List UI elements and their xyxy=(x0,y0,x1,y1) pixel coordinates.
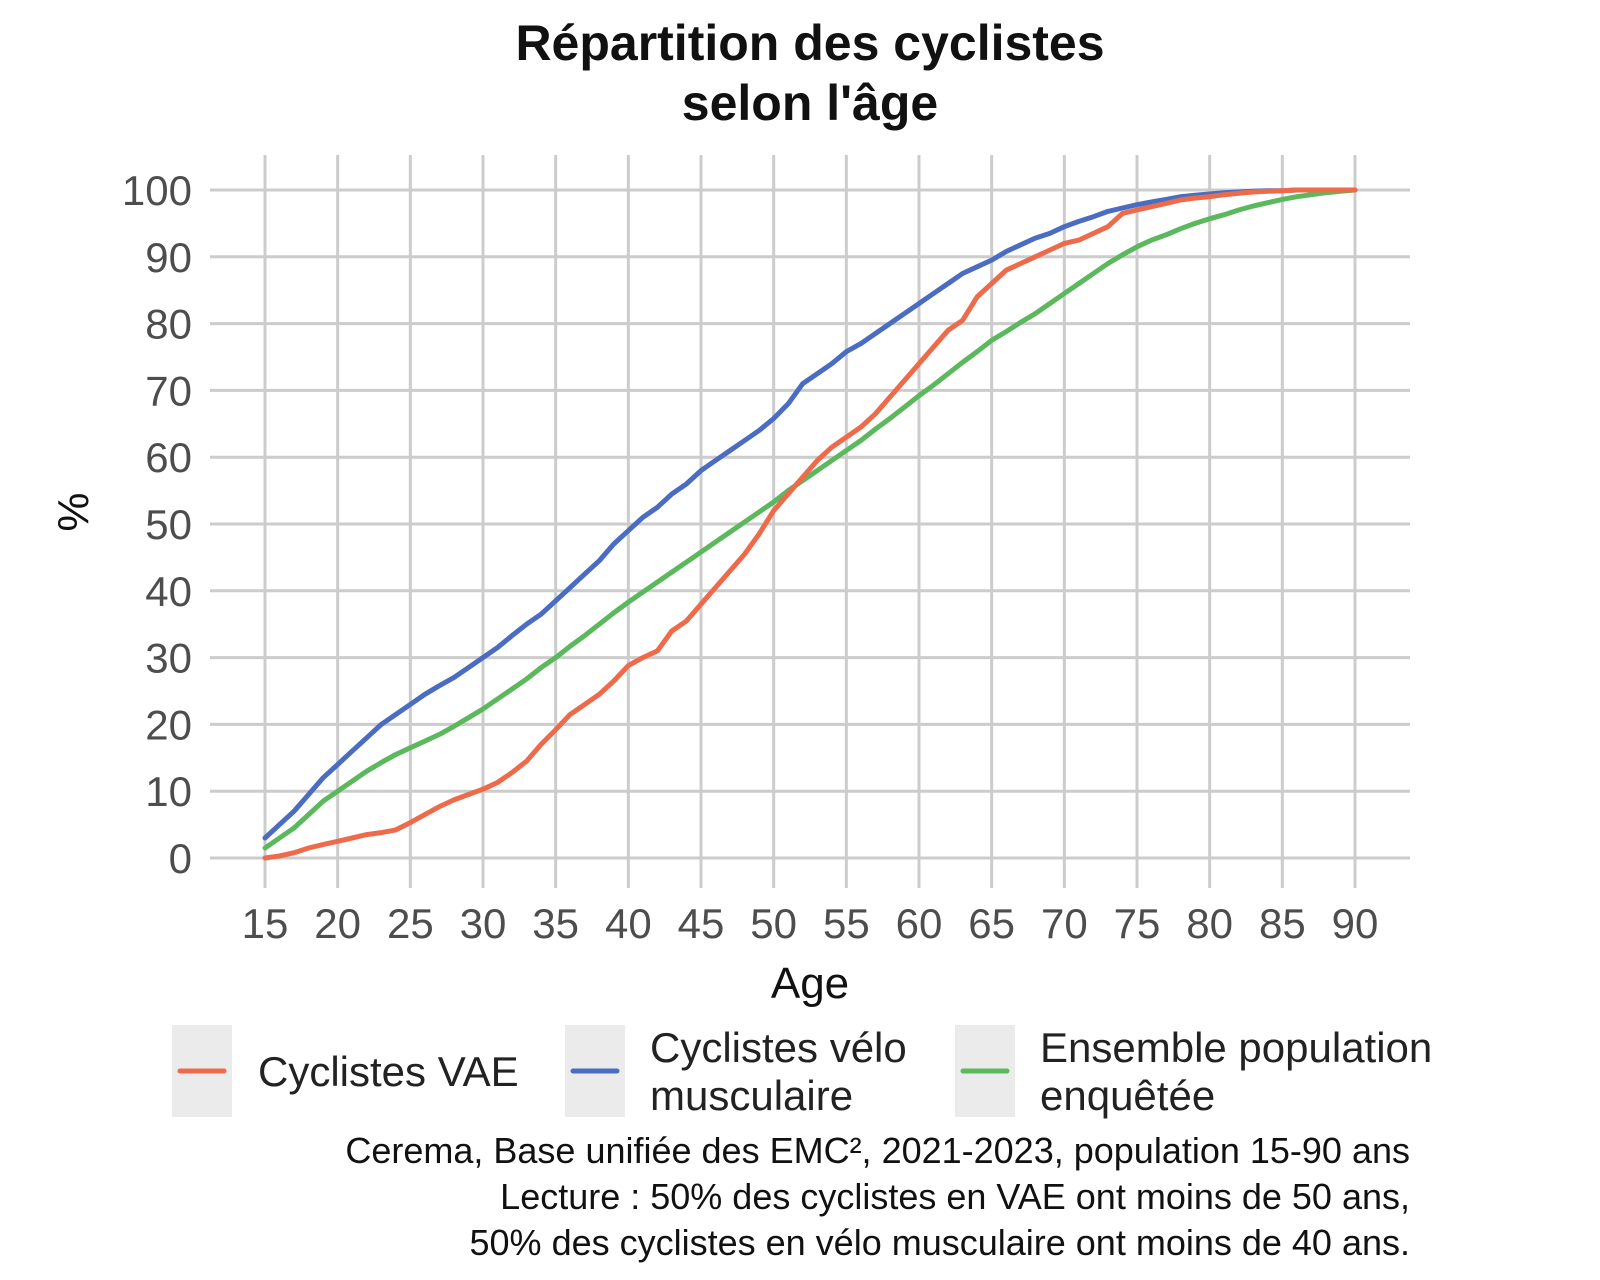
y-tick-label: 10 xyxy=(145,768,192,815)
y-tick-label: 50 xyxy=(145,501,192,548)
y-tick-label: 40 xyxy=(145,568,192,615)
series-line-2 xyxy=(262,187,1358,841)
x-tick-label: 20 xyxy=(314,900,361,947)
caption-line-1: Cerema, Base unifiée des EMC², 2021-2023… xyxy=(345,1130,1410,1171)
x-tick-label: 70 xyxy=(1041,900,1088,947)
y-tick-label: 100 xyxy=(122,167,192,214)
x-tick-label: 55 xyxy=(823,900,870,947)
y-tick-label: 60 xyxy=(145,434,192,481)
x-tick-label: 75 xyxy=(1114,900,1161,947)
legend-label-2: Cyclistes vélo xyxy=(650,1024,907,1071)
x-tick-label: 85 xyxy=(1259,900,1306,947)
x-tick-label: 65 xyxy=(968,900,1015,947)
series-line-1 xyxy=(262,187,1358,861)
x-tick-label: 25 xyxy=(387,900,434,947)
x-tick-label: 15 xyxy=(242,900,289,947)
y-axis-ticks: 0 10 20 30 40 50 60 70 80 90 100 xyxy=(122,167,192,882)
legend-label-1: Cyclistes VAE xyxy=(258,1048,519,1095)
x-tick-label: 90 xyxy=(1332,900,1379,947)
x-axis-ticks: 15 20 25 30 35 40 45 50 55 60 65 70 75 80 85 90 xyxy=(242,900,1379,947)
caption-line-2: Lecture : 50% des cyclistes en VAE ont m… xyxy=(500,1176,1410,1217)
y-axis-title: % xyxy=(49,492,98,531)
y-tick-label: 0 xyxy=(169,835,192,882)
y-tick-label: 70 xyxy=(145,367,192,414)
title-line-1: Répartition des cyclistes xyxy=(515,15,1104,71)
x-tick-label: 45 xyxy=(678,900,725,947)
x-tick-label: 35 xyxy=(532,900,579,947)
y-tick-label: 80 xyxy=(145,301,192,348)
caption-line-3: 50% des cyclistes en vélo musculaire ont… xyxy=(470,1222,1410,1263)
y-tick-label: 90 xyxy=(145,234,192,281)
y-tick-label: 20 xyxy=(145,701,192,748)
x-tick-label: 50 xyxy=(750,900,797,947)
x-tick-label: 40 xyxy=(605,900,652,947)
legend-label-2: musculaire xyxy=(650,1072,853,1119)
legend-label-3: Ensemble population xyxy=(1040,1024,1432,1071)
series-line-3 xyxy=(262,187,1358,851)
title-line-2: selon l'âge xyxy=(682,75,938,131)
x-tick-label: 60 xyxy=(896,900,943,947)
legend-label-3: enquêtée xyxy=(1040,1072,1215,1119)
series-lines xyxy=(262,187,1358,861)
y-tick-label: 30 xyxy=(145,635,192,682)
grid xyxy=(210,155,1410,888)
x-tick-label: 80 xyxy=(1186,900,1233,947)
caption: Cerema, Base unifiée des EMC², 2021-2023… xyxy=(345,1130,1410,1263)
x-axis-title: Age xyxy=(771,959,849,1008)
x-tick-label: 30 xyxy=(460,900,507,947)
